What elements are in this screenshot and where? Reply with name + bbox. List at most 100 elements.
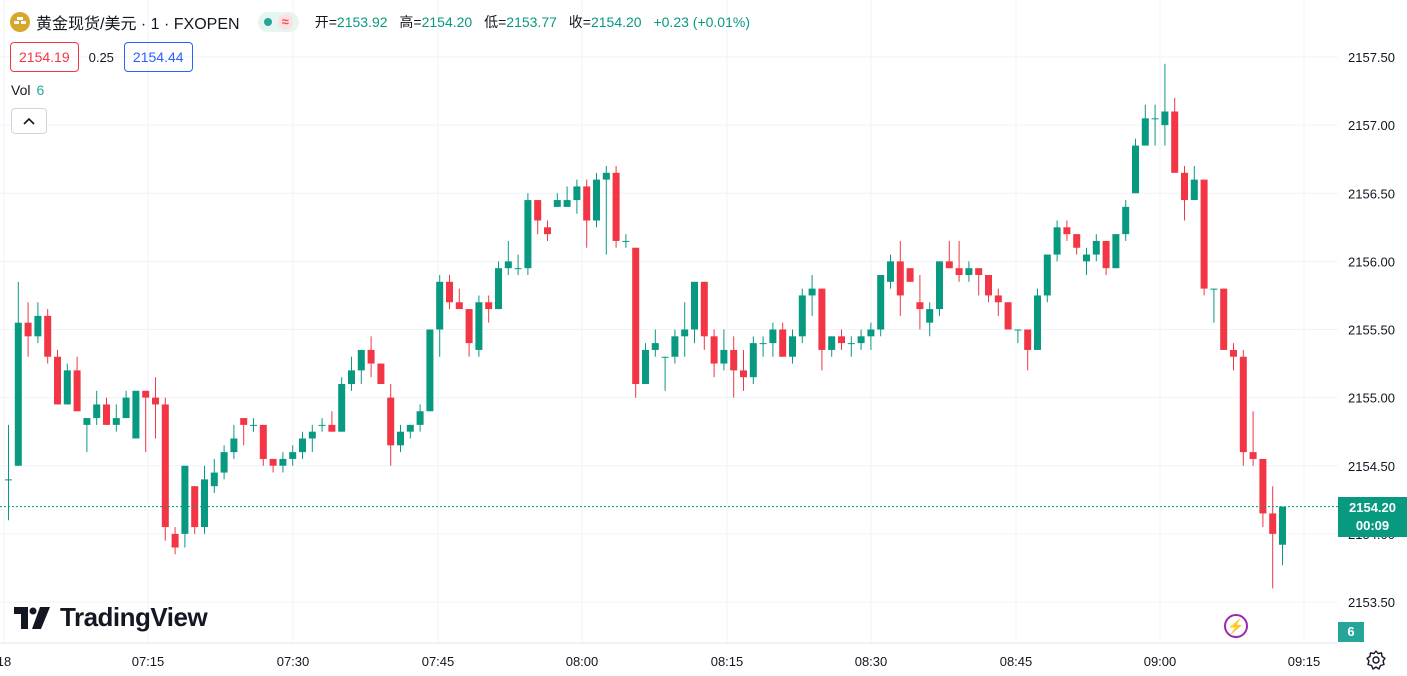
candle	[14, 281, 22, 466]
candle	[1102, 240, 1110, 275]
candle	[602, 166, 610, 255]
candle	[749, 336, 757, 384]
candle	[867, 322, 875, 350]
x-tick-label: 07:30	[277, 654, 310, 669]
candle	[926, 302, 934, 337]
candle	[563, 186, 571, 207]
volume-legend-value: 6	[36, 82, 45, 98]
spread-value: 0.25	[88, 49, 114, 65]
x-tick-label: 07:15	[132, 654, 165, 669]
candle	[495, 261, 502, 310]
candle	[455, 288, 463, 310]
candle	[828, 336, 836, 357]
candle	[357, 349, 365, 384]
candle	[475, 295, 483, 357]
candle	[103, 397, 110, 425]
candle	[1181, 166, 1188, 221]
candle	[191, 486, 199, 534]
candle	[1043, 254, 1051, 303]
candle	[132, 390, 140, 439]
candle	[1171, 97, 1179, 173]
candle	[691, 281, 698, 344]
candle	[485, 295, 493, 323]
market-open-dot-icon	[263, 18, 272, 26]
candle	[436, 275, 444, 357]
candle	[808, 275, 816, 316]
volume-axis-label: 6	[1338, 622, 1364, 642]
lightning-icon[interactable]: ⚡	[1224, 614, 1248, 638]
candle	[1024, 329, 1032, 371]
y-tick-label: 2157.00	[1348, 118, 1395, 133]
candle	[985, 275, 992, 303]
candle	[661, 356, 669, 391]
candle	[1279, 506, 1286, 566]
candle	[1063, 220, 1071, 241]
candle	[798, 288, 806, 344]
candle	[524, 193, 532, 275]
collapse-legend-button[interactable]	[11, 108, 47, 134]
candle	[612, 166, 620, 248]
candle	[1269, 486, 1277, 589]
candle	[1132, 138, 1139, 194]
candle	[720, 329, 728, 371]
candle	[397, 424, 404, 453]
candle	[377, 363, 385, 384]
candle	[338, 377, 346, 432]
y-tick-label: 2155.00	[1348, 391, 1395, 406]
sell-bid-button[interactable]: 2154.19	[10, 42, 79, 72]
candle	[896, 240, 904, 316]
ohlc-values: 开=2153.92 高=2154.20 低=2153.77 收=2154.20 …	[315, 12, 758, 32]
candle	[161, 397, 169, 541]
candle	[1161, 63, 1169, 146]
candle	[1034, 288, 1041, 350]
candle	[1083, 247, 1090, 275]
approx-icon: ≈	[277, 14, 293, 30]
symbol-title[interactable]: 黄金现货/美元 · 1 · FXOPEN	[36, 16, 240, 33]
candle	[1092, 234, 1100, 262]
candle	[152, 377, 159, 439]
candle	[1073, 234, 1081, 255]
candle	[534, 200, 542, 235]
candle	[916, 275, 924, 330]
candle	[544, 220, 551, 241]
candle	[504, 240, 512, 275]
candle	[279, 452, 287, 473]
close-label: 收=	[568, 14, 591, 30]
candle	[965, 261, 973, 282]
y-tick-label: 2154.50	[1348, 459, 1395, 474]
candle	[1112, 234, 1120, 269]
candle	[622, 234, 630, 248]
market-status-pill[interactable]: ≈	[257, 12, 299, 32]
candle	[887, 254, 894, 289]
candle	[308, 424, 316, 453]
buy-ask-button[interactable]: 2154.44	[123, 42, 193, 72]
candle	[710, 329, 718, 378]
candle	[700, 281, 708, 350]
candle	[73, 356, 81, 412]
candle	[1239, 349, 1247, 466]
candle	[24, 302, 32, 357]
candle	[642, 343, 649, 384]
candle	[1259, 458, 1267, 528]
candle	[877, 275, 885, 337]
gold-symbol-icon	[10, 12, 30, 32]
y-tick-label: 2156.50	[1348, 186, 1395, 201]
candle	[93, 390, 101, 425]
candle	[583, 179, 591, 248]
candle	[573, 179, 581, 214]
candle	[367, 336, 375, 378]
last-price-label: 2154.20 00:09	[1338, 497, 1407, 537]
candle	[250, 418, 257, 432]
candle	[289, 445, 297, 466]
tradingview-logo[interactable]: TradingView	[14, 602, 208, 633]
candle	[446, 275, 453, 310]
candle	[269, 458, 277, 473]
candle	[44, 309, 52, 364]
candle	[240, 418, 248, 446]
last-price-value: 2154.20	[1349, 500, 1396, 515]
candle	[5, 424, 12, 521]
gear-icon[interactable]	[1366, 650, 1386, 670]
candle	[328, 411, 336, 432]
chevron-up-icon	[23, 117, 35, 125]
